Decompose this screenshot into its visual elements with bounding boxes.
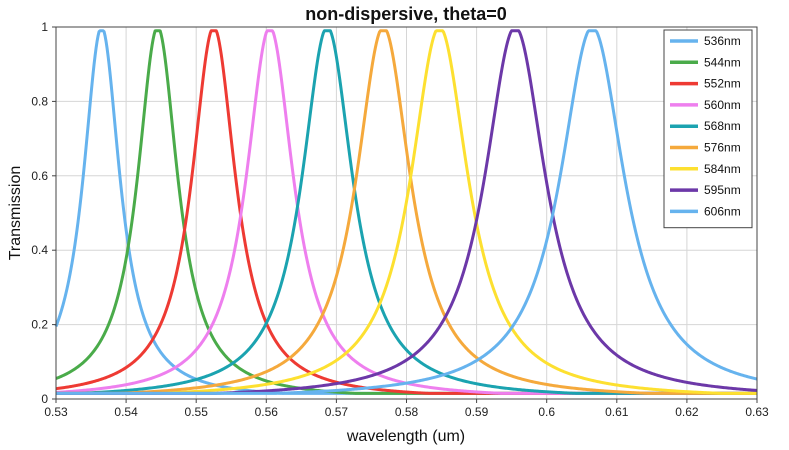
x-tick-label: 0.61 (605, 405, 629, 419)
x-tick-label: 0.58 (395, 405, 419, 419)
legend-entry: 536nm (704, 34, 741, 48)
x-tick-label: 0.6 (538, 405, 555, 419)
x-tick-label: 0.57 (325, 405, 349, 419)
legend-entry: 606nm (704, 204, 741, 218)
x-tick-label: 0.53 (44, 405, 68, 419)
legend-entry: 560nm (704, 98, 741, 112)
y-tick-label: 0.8 (31, 94, 48, 108)
legend-entry: 576nm (704, 141, 741, 155)
x-tick-label: 0.56 (255, 405, 279, 419)
legend-entry: 584nm (704, 162, 741, 176)
x-axis-label: wavelength (um) (346, 428, 465, 445)
legend-entry: 552nm (704, 77, 741, 91)
y-tick-label: 1 (41, 20, 48, 34)
legend-entry: 595nm (704, 183, 741, 197)
y-tick-label: 0 (41, 392, 48, 406)
series-line-606nm (55, 29, 758, 395)
x-axis-ticks: 0.53 0.54 0.55 0.56 0.57 0.58 0.59 0.6 0.61 0.62 0… (44, 399, 769, 419)
y-tick-label: 0.4 (31, 243, 48, 257)
legend-entry: 544nm (704, 55, 741, 69)
x-tick-label: 0.55 (185, 405, 209, 419)
y-tick-label: 0.6 (31, 169, 48, 183)
series-line-576nm (55, 29, 758, 395)
x-tick-label: 0.63 (745, 405, 769, 419)
x-tick-label: 0.59 (465, 405, 489, 419)
y-axis-ticks: 0 0.2 0.4 0.6 0.8 1 (31, 20, 56, 406)
chart-title: non-dispersive, theta=0 (305, 4, 507, 24)
legend: 536nm 544nm 552nm 560nm 568nm 576nm 584nm 595nm… (663, 29, 753, 229)
x-tick-label: 0.54 (114, 405, 138, 419)
legend-entry: 568nm (704, 119, 741, 133)
y-axis-label: Transmission (7, 166, 24, 261)
y-tick-label: 0.2 (31, 318, 48, 332)
x-tick-label: 0.62 (675, 405, 699, 419)
series-curves (54, 29, 758, 395)
